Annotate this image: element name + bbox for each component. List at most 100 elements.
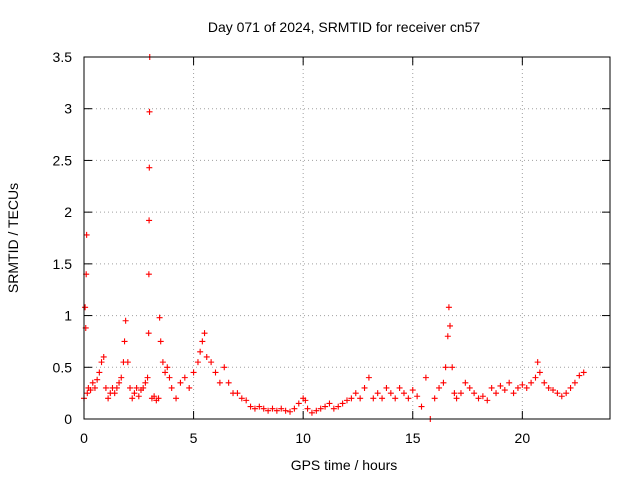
data-point <box>173 395 180 402</box>
data-point <box>142 379 149 386</box>
data-point <box>510 390 517 397</box>
x-tick-label: 10 <box>295 430 311 446</box>
data-point <box>550 387 557 394</box>
data-point <box>449 364 456 371</box>
data-point <box>166 374 173 381</box>
data-point <box>444 333 451 340</box>
data-point <box>216 379 223 386</box>
data-point <box>89 379 96 386</box>
y-tick-label: 3 <box>64 101 72 117</box>
x-tick-label: 20 <box>515 430 531 446</box>
y-tick-label: 0 <box>64 411 72 427</box>
data-point <box>102 384 109 391</box>
data-point <box>291 405 298 412</box>
data-point <box>462 379 469 386</box>
data-point <box>124 359 131 366</box>
data-point <box>135 393 142 400</box>
axis-ticks <box>83 56 610 420</box>
data-point <box>157 338 164 345</box>
data-point <box>442 364 449 371</box>
data-point <box>265 407 272 414</box>
data-point <box>84 390 91 397</box>
data-point <box>156 314 163 321</box>
data-point <box>159 359 166 366</box>
data-point <box>140 384 147 391</box>
data-point <box>168 384 175 391</box>
data-point <box>133 384 140 391</box>
data-point <box>203 353 210 360</box>
data-point <box>273 407 280 414</box>
data-point <box>87 387 94 394</box>
data-point <box>431 395 438 402</box>
data-point <box>146 108 153 115</box>
data-point <box>541 379 548 386</box>
data-point <box>113 384 120 391</box>
data-point <box>201 330 208 337</box>
data-point <box>317 405 324 412</box>
data-point <box>523 384 530 391</box>
data-point <box>436 384 443 391</box>
data-point <box>558 393 565 400</box>
data-point <box>269 405 276 412</box>
data-point <box>567 384 574 391</box>
x-tick-label: 5 <box>190 430 198 446</box>
data-point <box>409 387 416 394</box>
data-point <box>348 395 355 402</box>
data-point <box>199 338 206 345</box>
data-point <box>370 395 377 402</box>
data-point <box>453 395 460 402</box>
data-point <box>145 330 152 337</box>
data-point <box>131 390 138 397</box>
x-axis-label: GPS time / hours <box>291 457 398 473</box>
data-point <box>212 369 219 376</box>
data-point <box>379 395 386 402</box>
data-point <box>514 384 521 391</box>
data-point <box>534 359 541 366</box>
x-tick-label: 0 <box>80 430 88 446</box>
data-point <box>396 384 403 391</box>
data-point <box>335 403 342 410</box>
data-point <box>116 379 123 386</box>
x-tick-labels: 0 5 10 15 20 <box>80 430 530 446</box>
plot-frame <box>83 56 611 420</box>
data-point <box>278 405 285 412</box>
y-tick-label: 0.5 <box>53 359 73 375</box>
y-tick-label: 1 <box>64 308 72 324</box>
data-point <box>82 304 89 311</box>
data-point <box>326 400 333 407</box>
data-point <box>488 384 495 391</box>
data-point <box>118 374 125 381</box>
data-point <box>295 400 302 407</box>
data-point <box>361 384 368 391</box>
data-point <box>181 374 188 381</box>
data-point <box>447 322 454 329</box>
y-tick-labels: 0 0.5 1 1.5 2 2.5 3 3.5 <box>53 49 73 427</box>
data-point <box>122 317 129 324</box>
data-point <box>197 348 204 355</box>
data-point <box>111 390 118 397</box>
y-tick-label: 2.5 <box>53 152 73 168</box>
data-point <box>105 395 112 402</box>
data-point <box>208 359 215 366</box>
data-point <box>576 372 583 379</box>
data-point <box>234 390 241 397</box>
data-point <box>308 409 315 416</box>
data-point <box>330 405 337 412</box>
data-point <box>501 387 508 394</box>
data-point <box>177 379 184 386</box>
data-point <box>256 403 263 410</box>
data-point <box>357 395 364 402</box>
chart-title: Day 071 of 2024, SRMTID for receiver cn5… <box>208 19 481 35</box>
x-tick-label: 15 <box>405 430 421 446</box>
data-point <box>96 369 103 376</box>
y-tick-label: 2 <box>64 204 72 220</box>
data-point <box>146 164 153 171</box>
data-point <box>146 217 153 224</box>
data-point <box>145 271 152 278</box>
data-point <box>287 408 294 415</box>
data-point <box>243 397 250 404</box>
y-axis-label: SRMTID / TECUs <box>5 183 21 293</box>
data-point <box>83 231 90 238</box>
data-point <box>528 379 535 386</box>
data-point <box>121 338 128 345</box>
